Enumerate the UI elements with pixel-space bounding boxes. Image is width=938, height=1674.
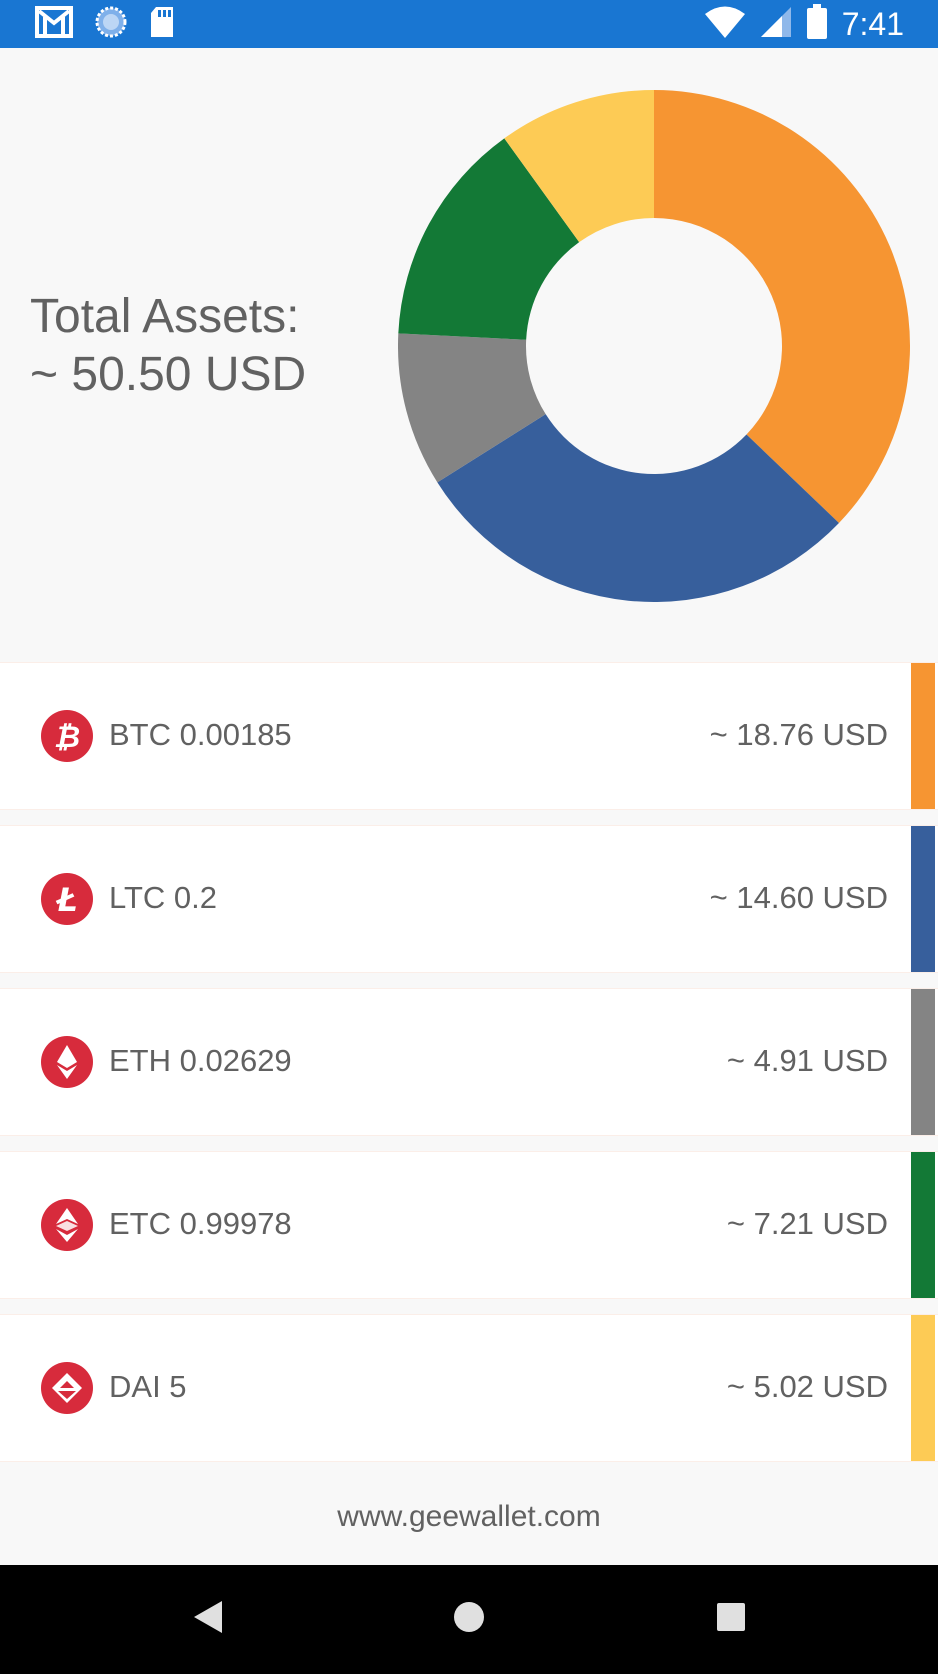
asset-amount: ETH 0.02629 bbox=[109, 1043, 292, 1078]
asset-usd-value: ~ 18.76 USD bbox=[709, 717, 888, 752]
status-bar: 7:41 bbox=[0, 0, 938, 48]
asset-row-etc[interactable]: ETC 0.99978 ~ 7.21 USD bbox=[0, 1151, 938, 1299]
sync-icon bbox=[94, 5, 128, 44]
donut-slice-dai bbox=[504, 90, 654, 243]
navigation-bar bbox=[0, 1565, 938, 1674]
battery-icon bbox=[806, 3, 828, 45]
wifi-icon bbox=[704, 5, 746, 44]
asset-amount: LTC 0.2 bbox=[109, 880, 217, 915]
cell-signal-icon bbox=[760, 6, 792, 43]
donut-slice-eth bbox=[398, 333, 546, 483]
asset-color-swatch bbox=[911, 663, 935, 809]
bitcoin-icon: ₿ bbox=[41, 710, 93, 762]
asset-usd-value: ~ 14.60 USD bbox=[709, 880, 888, 915]
asset-color-swatch bbox=[911, 1152, 935, 1298]
donut-slice-ltc bbox=[437, 414, 839, 602]
total-assets: Total Assets: ~ 50.50 USD bbox=[30, 288, 306, 404]
donut-slice-btc bbox=[654, 90, 910, 523]
asset-row-eth[interactable]: ETH 0.02629 ~ 4.91 USD bbox=[0, 988, 938, 1136]
recents-icon[interactable] bbox=[715, 1597, 747, 1642]
asset-amount: DAI 5 bbox=[109, 1369, 187, 1404]
status-time: 7:41 bbox=[841, 5, 904, 42]
gmail-icon bbox=[34, 5, 74, 44]
total-assets-value: ~ 50.50 USD bbox=[30, 348, 307, 401]
dai-icon bbox=[41, 1362, 93, 1414]
svg-text:Ł: Ł bbox=[55, 882, 77, 916]
asset-usd-value: ~ 7.21 USD bbox=[726, 1206, 888, 1241]
asset-usd-value: ~ 4.91 USD bbox=[726, 1043, 888, 1078]
asset-row-btc[interactable]: ₿ BTC 0.00185 ~ 18.76 USD bbox=[0, 662, 938, 810]
ethereum-icon bbox=[41, 1036, 93, 1088]
assets-donut-chart bbox=[398, 90, 910, 602]
svg-text:₿: ₿ bbox=[54, 720, 80, 753]
asset-row-dai[interactable]: DAI 5 ~ 5.02 USD bbox=[0, 1314, 938, 1462]
home-icon[interactable] bbox=[452, 1597, 486, 1642]
donut-slice-etc bbox=[398, 138, 580, 340]
asset-usd-value: ~ 5.02 USD bbox=[726, 1369, 888, 1404]
asset-color-swatch bbox=[911, 1315, 935, 1461]
asset-color-swatch bbox=[911, 826, 935, 972]
sd-card-icon bbox=[148, 5, 176, 44]
asset-amount: BTC 0.00185 bbox=[109, 717, 292, 752]
assets-summary: Total Assets: ~ 50.50 USD bbox=[0, 48, 938, 662]
asset-color-swatch bbox=[911, 989, 935, 1135]
back-icon[interactable] bbox=[190, 1597, 226, 1642]
asset-row-ltc[interactable]: Ł LTC 0.2 ~ 14.60 USD bbox=[0, 825, 938, 973]
litecoin-icon: Ł bbox=[41, 873, 93, 925]
website-link[interactable]: www.geewallet.com bbox=[337, 1500, 601, 1533]
ethereum-classic-icon bbox=[41, 1199, 93, 1251]
asset-amount: ETC 0.99978 bbox=[109, 1206, 292, 1241]
total-assets-label: Total Assets: bbox=[30, 290, 300, 343]
